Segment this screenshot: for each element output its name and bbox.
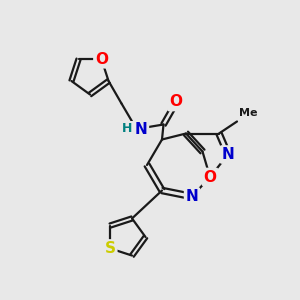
Text: O: O bbox=[203, 169, 217, 184]
Text: Me: Me bbox=[238, 109, 257, 118]
Text: N: N bbox=[135, 122, 147, 136]
Text: O: O bbox=[169, 94, 182, 110]
Text: O: O bbox=[95, 52, 108, 67]
Text: N: N bbox=[186, 189, 198, 204]
Text: S: S bbox=[105, 241, 116, 256]
Text: H: H bbox=[122, 122, 133, 136]
Text: N: N bbox=[222, 147, 234, 162]
